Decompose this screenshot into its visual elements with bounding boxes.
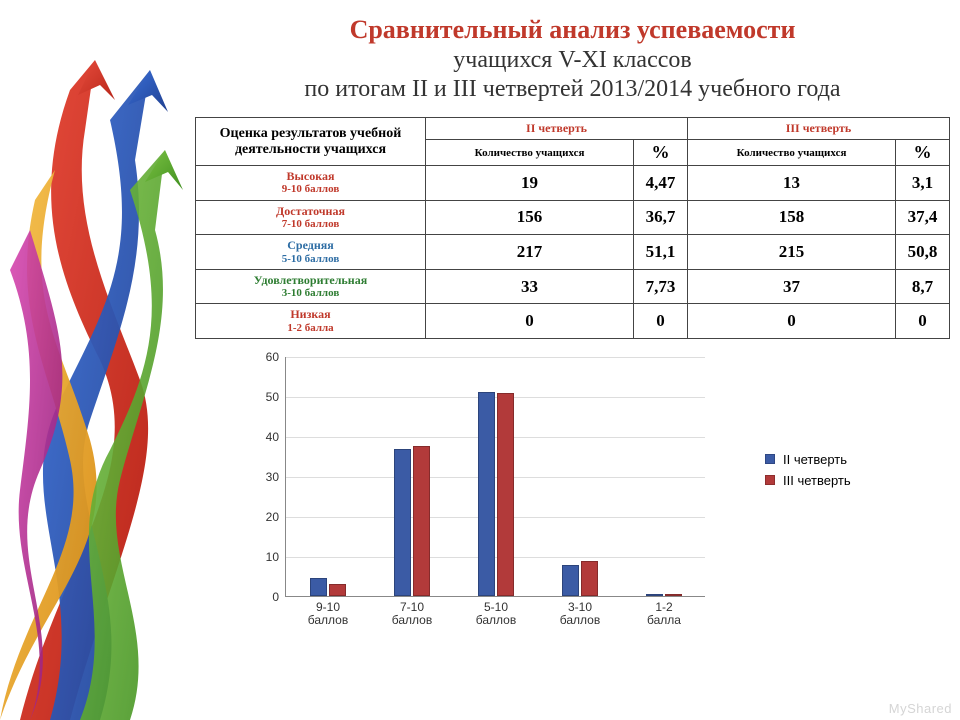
chart-plot-area: 9-10баллов7-10баллов5-10баллов3-10баллов…: [285, 357, 705, 597]
y-tick-label: 20: [266, 510, 279, 524]
x-tick-label: 5-10баллов: [466, 601, 526, 627]
y-tick-label: 60: [266, 350, 279, 364]
chart-legend: II четверть III четверть: [765, 452, 851, 494]
bar-series-1: [329, 584, 346, 596]
grid-line: [286, 357, 705, 358]
cell-q3_pct: 8,7: [896, 269, 950, 304]
legend-label-q3: III четверть: [783, 473, 851, 488]
row-category-label: Высокая9-10 баллов: [196, 166, 426, 201]
grid-line: [286, 477, 705, 478]
cell-q2_count: 156: [426, 200, 634, 235]
page-title: Сравнительный анализ успеваемости: [195, 15, 950, 45]
cell-q3_count: 158: [687, 200, 895, 235]
bar-series-0: [310, 578, 327, 596]
decorative-ribbons: [0, 0, 190, 720]
cell-q3_count: 37: [687, 269, 895, 304]
table-row: Высокая9-10 баллов194,47133,1: [196, 166, 950, 201]
cell-q3_count: 215: [687, 235, 895, 270]
y-tick-label: 40: [266, 430, 279, 444]
cell-q2_pct: 4,47: [634, 166, 688, 201]
grid-line: [286, 517, 705, 518]
x-tick-label: 7-10баллов: [382, 601, 442, 627]
main-content: Сравнительный анализ успеваемости учащих…: [195, 10, 950, 657]
bar-series-1: [413, 446, 430, 596]
th-q3-pct: %: [896, 140, 950, 166]
cell-q3_count: 0: [687, 304, 895, 339]
row-category-label: Средняя5-10 баллов: [196, 235, 426, 270]
grid-line: [286, 397, 705, 398]
th-q2-count: Количество учащихся: [426, 140, 634, 166]
bar-series-0: [394, 449, 411, 596]
y-tick-label: 10: [266, 550, 279, 564]
bar-series-0: [646, 594, 663, 596]
cell-q3_count: 13: [687, 166, 895, 201]
grid-line: [286, 557, 705, 558]
th-quarter-2: II четверть: [426, 118, 688, 140]
cell-q3_pct: 50,8: [896, 235, 950, 270]
bar-series-1: [665, 594, 682, 596]
bar-series-0: [562, 565, 579, 596]
cell-q3_pct: 0: [896, 304, 950, 339]
x-tick-label: 9-10баллов: [298, 601, 358, 627]
bar-chart: 0102030405060 9-10баллов7-10баллов5-10ба…: [245, 357, 945, 657]
cell-q2_pct: 7,73: [634, 269, 688, 304]
page-subtitle-2: по итогам II и III четвертей 2013/2014 у…: [195, 76, 950, 103]
table-row: Удовлетворительная3-10 баллов337,73378,7: [196, 269, 950, 304]
legend-swatch-q3: [765, 475, 775, 485]
cell-q2_pct: 0: [634, 304, 688, 339]
cell-q3_pct: 37,4: [896, 200, 950, 235]
y-tick-label: 30: [266, 470, 279, 484]
row-category-label: Достаточная7-10 баллов: [196, 200, 426, 235]
cell-q2_count: 33: [426, 269, 634, 304]
row-category-label: Удовлетворительная3-10 баллов: [196, 269, 426, 304]
table-row: Достаточная7-10 баллов15636,715837,4: [196, 200, 950, 235]
watermark: MyShared: [889, 701, 952, 716]
table-row: Средняя5-10 баллов21751,121550,8: [196, 235, 950, 270]
table-row: Низкая1-2 балла0000: [196, 304, 950, 339]
cell-q2_count: 19: [426, 166, 634, 201]
grid-line: [286, 437, 705, 438]
legend-label-q2: II четверть: [783, 452, 847, 467]
x-tick-label: 1-2балла: [634, 601, 694, 627]
bar-series-1: [581, 561, 598, 596]
cell-q2_pct: 51,1: [634, 235, 688, 270]
th-assessment: Оценка результатов учебной деятельности …: [196, 118, 426, 166]
row-category-label: Низкая1-2 балла: [196, 304, 426, 339]
cell-q2_count: 217: [426, 235, 634, 270]
th-quarter-3: III четверть: [687, 118, 949, 140]
x-tick-label: 3-10баллов: [550, 601, 610, 627]
th-q2-pct: %: [634, 140, 688, 166]
results-table: Оценка результатов учебной деятельности …: [195, 117, 950, 339]
bar-series-0: [478, 392, 495, 596]
page-subtitle-1: учащихся V-XI классов: [195, 47, 950, 74]
legend-item-q3: III четверть: [765, 473, 851, 488]
legend-item-q2: II четверть: [765, 452, 851, 467]
y-tick-label: 50: [266, 390, 279, 404]
cell-q3_pct: 3,1: [896, 166, 950, 201]
legend-swatch-q2: [765, 454, 775, 464]
th-q3-count: Количество учащихся: [687, 140, 895, 166]
cell-q2_pct: 36,7: [634, 200, 688, 235]
y-tick-label: 0: [272, 590, 279, 604]
cell-q2_count: 0: [426, 304, 634, 339]
bar-series-1: [497, 393, 514, 596]
chart-y-axis: 0102030405060: [245, 357, 285, 597]
